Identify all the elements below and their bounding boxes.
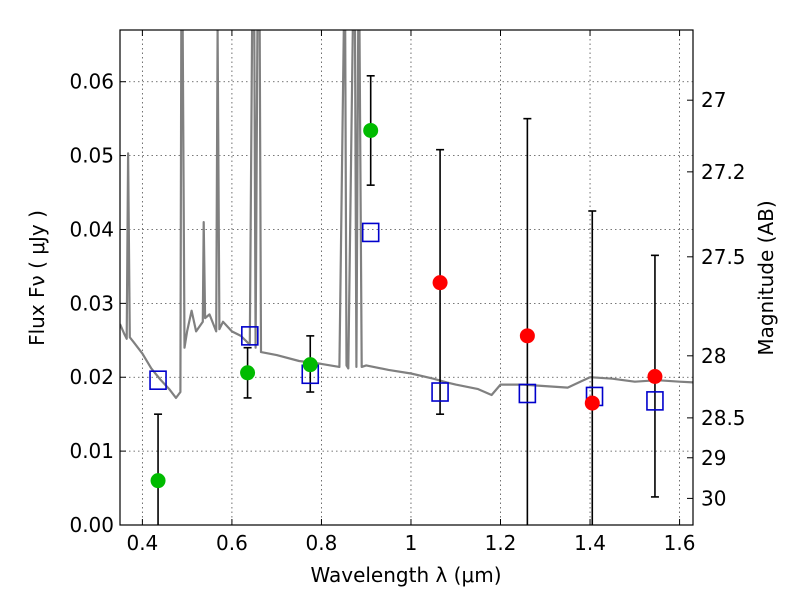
- y2-axis-label: Magnitude (AB): [754, 200, 778, 355]
- x-tick-label: 1.4: [574, 531, 606, 555]
- y-tick-label: 0.05: [69, 144, 114, 168]
- model-square: [431, 382, 449, 402]
- y2-tick-label: 28: [701, 344, 726, 368]
- upper-limit-point: [432, 275, 448, 291]
- model-layer: [149, 222, 664, 411]
- y-axis-ticks: 0.00 0.01 0.02 0.03 0.04 0.05 0.06: [69, 70, 126, 537]
- x-axis-ticks: 0.4 0.6 0.8 1 1.2 1.4 1.6: [126, 30, 695, 555]
- x-tick-label: 0.8: [306, 531, 338, 555]
- upper-limit-point: [584, 395, 600, 411]
- upper-limit-point: [647, 369, 663, 384]
- x-tick-label: 1.2: [485, 531, 517, 555]
- y-tick-label: 0.01: [69, 439, 114, 463]
- upper-limit-point: [519, 328, 535, 344]
- model-square: [646, 391, 664, 411]
- detection-point: [363, 122, 379, 138]
- y2-tick-label: 30: [701, 486, 726, 510]
- spectrum-line: [120, 30, 693, 399]
- x-tick-label: 1: [405, 531, 418, 555]
- points-layer: [150, 122, 663, 489]
- y2-axis-ticks: 27 27.2 27.5 28 28.5 29 30: [687, 88, 746, 510]
- model-square: [518, 383, 537, 404]
- y2-tick-label: 27.5: [701, 245, 746, 269]
- detection-point: [150, 473, 166, 489]
- x-tick-label: 1.6: [664, 531, 696, 555]
- plot-frame: [119, 29, 694, 526]
- y-tick-label: 0.06: [69, 70, 114, 94]
- spectrum-layer: [120, 30, 693, 399]
- model-square: [149, 370, 167, 390]
- y2-tick-label: 29: [701, 446, 726, 470]
- model-square: [241, 326, 259, 346]
- y2-tick-label: 27: [701, 88, 726, 112]
- x-tick-label: 0.4: [126, 531, 158, 555]
- x-tick-label: 0.6: [216, 531, 248, 555]
- y-tick-label: 0.04: [69, 217, 114, 241]
- y-tick-label: 0.00: [69, 513, 114, 537]
- model-square: [361, 222, 380, 243]
- y-axis-label: Flux Fν ( μJy ): [25, 210, 49, 346]
- y2-tick-label: 27.2: [701, 160, 746, 184]
- errorbar-layer: [154, 75, 659, 525]
- y2-tick-label: 28.5: [701, 406, 746, 430]
- detection-point: [240, 365, 256, 381]
- y-tick-label: 0.02: [69, 365, 114, 389]
- detection-point: [302, 357, 318, 373]
- grid-lines: [120, 30, 693, 525]
- y-tick-label: 0.03: [69, 291, 114, 315]
- x-axis-label: Wavelength λ (μm): [310, 563, 501, 587]
